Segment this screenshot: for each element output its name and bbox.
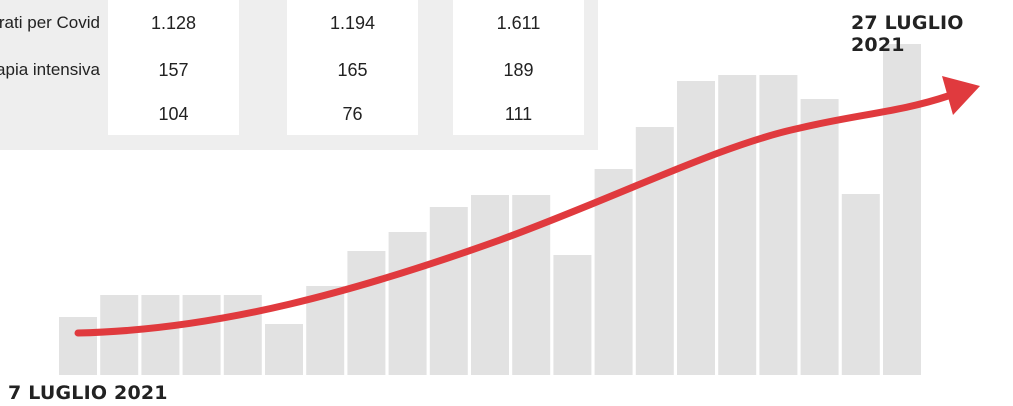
bar xyxy=(347,251,386,375)
trend-arrow-line xyxy=(74,92,952,337)
table-column-1: 1.128 157 104 xyxy=(108,0,239,135)
row-label-covid-hospitalized: Ricoverati per Covid xyxy=(0,13,100,32)
table-cell: 76 xyxy=(342,104,363,124)
bar xyxy=(635,127,674,375)
table-cell: 1.611 xyxy=(496,13,541,33)
bar xyxy=(759,75,798,375)
bar xyxy=(677,81,715,375)
table-cell: 165 xyxy=(337,60,368,80)
end-date-label: 27 LUGLIO 2021 xyxy=(851,12,964,56)
table-cell: 189 xyxy=(503,60,534,80)
bar xyxy=(141,295,180,375)
bar xyxy=(841,194,880,375)
bar xyxy=(265,324,303,375)
bar xyxy=(471,195,509,375)
bar xyxy=(429,207,468,375)
bar xyxy=(553,255,592,375)
row-label-intensive-care: Terapia intensiva xyxy=(0,60,100,79)
table-cell: 157 xyxy=(158,60,189,80)
trend-arrow-head xyxy=(942,76,980,115)
data-table-panel: Ricoverati per Covid Terapia intensiva 1… xyxy=(0,0,598,150)
table-cell: 1.128 xyxy=(150,13,197,33)
bar xyxy=(718,75,757,375)
table-cell: 104 xyxy=(158,104,189,124)
table-cell: 111 xyxy=(504,104,533,124)
start-date-label: 7 LUGLIO 2021 xyxy=(8,382,168,404)
table-column-2: 1.194 165 76 xyxy=(287,0,418,135)
bar xyxy=(388,232,427,375)
bar xyxy=(59,317,97,375)
bar xyxy=(182,295,221,375)
table-cell: 1.194 xyxy=(329,13,376,33)
bar xyxy=(883,44,921,375)
table-column-3: 1.611 189 111 xyxy=(453,0,584,135)
bar xyxy=(223,295,262,375)
bar xyxy=(800,99,839,375)
